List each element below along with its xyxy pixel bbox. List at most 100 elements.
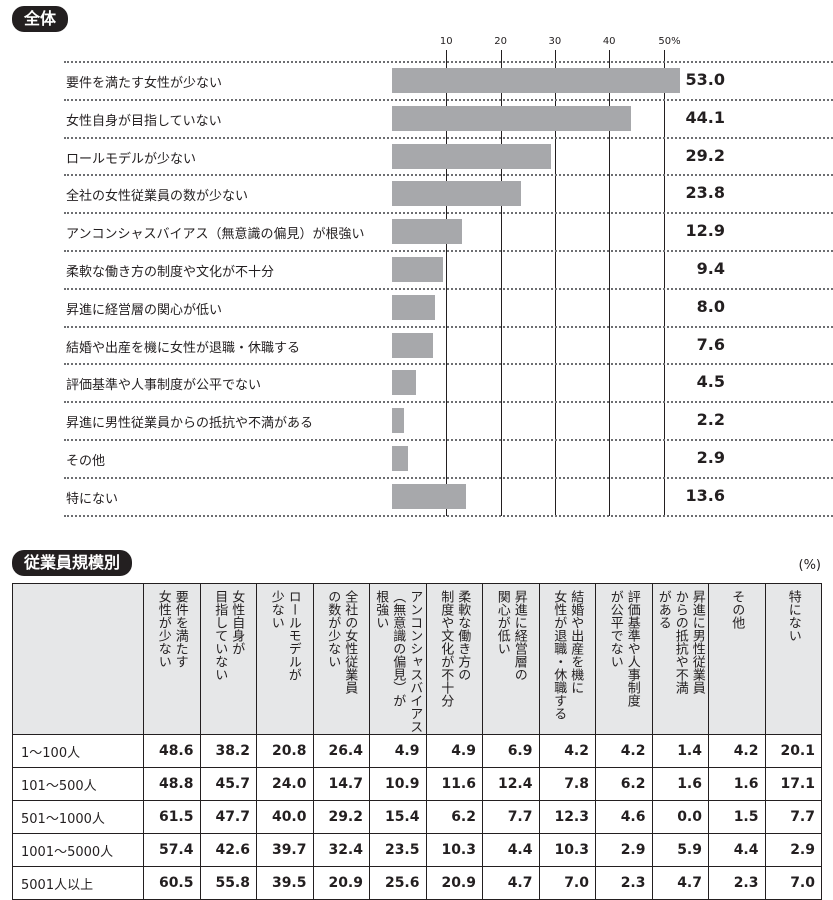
row-divider xyxy=(64,401,833,404)
bar-row: アンコンシャスバイアス（無意識の偏見）が根強い 12.9 xyxy=(64,213,833,251)
table-cell: 17.1 xyxy=(764,767,822,801)
table-cell: 2.3 xyxy=(595,866,653,900)
row-divider xyxy=(64,476,833,479)
table-cell: 12.4 xyxy=(482,767,540,801)
table-cell: 4.2 xyxy=(538,734,596,768)
category-label: 柔軟な働き方の制度や文化が不十分 xyxy=(66,265,275,280)
table-cell: 2.9 xyxy=(595,833,653,867)
header-line: 関心が低い xyxy=(494,590,510,655)
table-cell: 2.3 xyxy=(708,866,766,900)
table-cell: 4.9 xyxy=(425,734,483,768)
row-divider xyxy=(64,212,833,215)
table-row: 501～1000人 61.5 47.7 40.0 29.2 15.4 6.2 7.7 12.3 4… xyxy=(12,800,822,834)
header-line: ロールモデルが xyxy=(285,590,301,681)
row-divider xyxy=(64,136,833,139)
table-cell: 4.2 xyxy=(595,734,653,768)
table-cell: 5.9 xyxy=(651,833,709,867)
table-cell: 20.8 xyxy=(256,734,314,768)
value-label: 12.9 xyxy=(685,221,725,241)
table-cell: 47.7 xyxy=(199,800,257,834)
table-cell: 4.7 xyxy=(651,866,709,900)
column-header: 昇進に男性従業員 からの抵抗や不満 がある xyxy=(651,583,709,735)
table-cell: 32.4 xyxy=(312,833,370,867)
category-label: 昇進に経営層の関心が低い xyxy=(66,302,223,318)
table-cell: 1.6 xyxy=(651,767,709,801)
value-label: 4.5 xyxy=(696,372,725,392)
table-cell: 20.1 xyxy=(764,734,822,768)
gridline xyxy=(446,50,448,516)
table-cell: 4.6 xyxy=(595,800,653,834)
header-line: アンコンシャスバイアス xyxy=(407,590,423,733)
table-cell: 10.3 xyxy=(538,833,596,867)
row-divider xyxy=(64,325,833,328)
bar xyxy=(392,143,551,169)
table-row: 1～100人 48.6 38.2 20.8 26.4 4.9 4.9 6.9 4.2 4.2 1.4… xyxy=(12,734,822,768)
bar-row: 全社の女性従業員の数が少ない 23.8 xyxy=(64,175,833,213)
header-line: 評価基準や人事制度 xyxy=(624,590,640,707)
table-cell: 4.9 xyxy=(369,734,427,768)
bar-row: 昇進に男性従業員からの抵抗や不満がある 2.2 xyxy=(64,402,833,440)
column-header: 要件を満たす 女性が少ない xyxy=(143,583,201,735)
row-divider xyxy=(64,439,833,441)
value-label: 53.0 xyxy=(685,70,725,89)
tick-label: 10 xyxy=(439,36,453,47)
row-divider xyxy=(64,98,833,101)
header-line: 女性が退職・休職する xyxy=(551,590,567,720)
table-cell: 39.5 xyxy=(256,866,314,900)
bar xyxy=(392,257,444,282)
table-cell: 48.8 xyxy=(143,767,201,801)
bar xyxy=(392,294,436,320)
category-label: 昇進に男性従業員からの抵抗や不満がある xyxy=(66,416,314,432)
table-cell: 48.6 xyxy=(143,734,201,768)
value-label: 23.8 xyxy=(685,183,725,203)
value-label: 2.2 xyxy=(696,410,725,430)
table-row: 101～500人 48.8 45.7 24.0 14.7 10.9 11.6 12.4 7.8 6… xyxy=(12,767,822,801)
header-line: 昇進に男性従業員 xyxy=(689,590,705,694)
column-header: 評価基準や人事制度 が公平でない xyxy=(595,583,653,735)
row-divider xyxy=(64,287,833,290)
bar-row: 女性自身が目指していない 44.1 xyxy=(64,100,833,138)
header-line: 昇進に経営層の xyxy=(511,590,527,681)
corner-cell xyxy=(12,583,144,735)
table-cell: 4.4 xyxy=(482,833,540,867)
header-line: 女性が少ない xyxy=(155,590,171,668)
column-header: 柔軟な働き方の 制度や文化が不十分 xyxy=(425,583,483,735)
table-cell: 57.4 xyxy=(143,833,201,867)
row-label: 1～100人 xyxy=(12,734,144,768)
table-cell: 4.7 xyxy=(482,866,540,900)
section-title-overall: 全体 xyxy=(12,6,69,32)
row-divider xyxy=(64,174,833,177)
column-header: 全社の女性従業員 の数が少ない xyxy=(312,583,370,735)
tick-label: 50% xyxy=(658,36,681,47)
table-cell: 55.8 xyxy=(199,866,257,900)
bar xyxy=(392,181,522,207)
gridline xyxy=(554,50,556,516)
column-header: 昇進に経営層の 関心が低い xyxy=(482,583,540,735)
table-cell: 7.7 xyxy=(764,800,822,834)
category-label: ロールモデルが少ない xyxy=(66,151,197,167)
table-row: 5001人以上 60.5 55.8 39.5 20.9 25.6 20.9 4.7 7.0 2.3… xyxy=(12,866,822,900)
category-label: 特にない xyxy=(66,491,119,507)
table-row: 1001～5000人 57.4 42.6 39.7 32.4 23.5 10.3 4.4 10.… xyxy=(12,833,822,867)
table-cell: 14.7 xyxy=(312,767,370,801)
table-cell: 2.9 xyxy=(764,833,822,867)
column-header: 特にない xyxy=(764,583,822,735)
gridline xyxy=(663,50,665,516)
bar xyxy=(392,370,417,396)
header-line: からの抵抗や不満 xyxy=(672,590,688,694)
table-cell: 42.6 xyxy=(199,833,257,867)
header-line: 要件を満たす xyxy=(172,590,188,668)
header-line: 結婚や出産を機に xyxy=(568,590,584,694)
bar-row: その他 2.9 xyxy=(64,440,833,478)
bar-row: 柔軟な働き方の制度や文化が不十分 9.4 xyxy=(64,251,833,289)
category-label: 要件を満たす女性が少ない xyxy=(66,76,223,91)
bar xyxy=(392,68,680,93)
bar xyxy=(392,483,466,509)
table-cell: 38.2 xyxy=(199,734,257,768)
table-cell: 4.2 xyxy=(708,734,766,768)
value-label: 2.9 xyxy=(696,448,725,467)
table-cell: 10.3 xyxy=(425,833,483,867)
table-cell: 23.5 xyxy=(369,833,427,867)
header-line: 全社の女性従業員 xyxy=(342,590,358,694)
bar xyxy=(392,446,408,471)
